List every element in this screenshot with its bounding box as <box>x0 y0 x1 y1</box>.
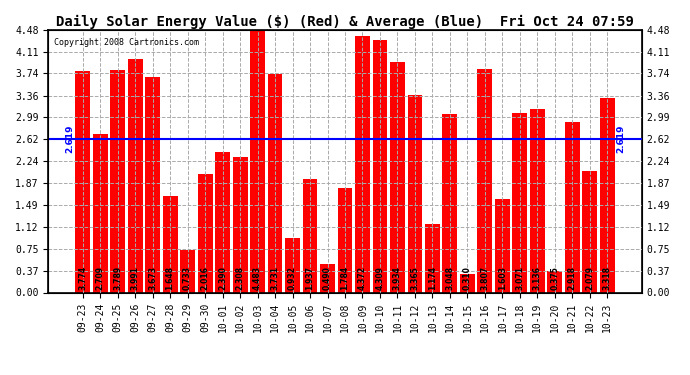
Text: Copyright 2008 Cartronics.com: Copyright 2008 Cartronics.com <box>55 38 199 47</box>
Text: 4.483: 4.483 <box>253 266 262 290</box>
Bar <box>600 98 615 292</box>
Text: 2.619: 2.619 <box>65 125 74 153</box>
Text: 2.390: 2.390 <box>218 266 227 290</box>
Text: 2.308: 2.308 <box>235 266 244 290</box>
Bar <box>233 157 248 292</box>
Bar <box>128 58 143 292</box>
Bar <box>75 71 90 292</box>
Text: 3.071: 3.071 <box>515 266 524 290</box>
Bar <box>268 74 282 292</box>
Bar <box>320 264 335 292</box>
Bar <box>460 274 475 292</box>
Bar <box>337 188 353 292</box>
Bar <box>163 196 177 292</box>
Text: 0.490: 0.490 <box>323 266 332 290</box>
Bar <box>513 112 527 292</box>
Bar <box>495 199 510 292</box>
Text: 0.932: 0.932 <box>288 266 297 290</box>
Bar <box>442 114 457 292</box>
Text: 3.991: 3.991 <box>130 266 139 290</box>
Text: 3.789: 3.789 <box>113 266 122 290</box>
Bar <box>373 40 387 292</box>
Text: 2.016: 2.016 <box>201 266 210 290</box>
Text: 3.136: 3.136 <box>533 266 542 290</box>
Text: 3.048: 3.048 <box>446 266 455 290</box>
Bar <box>408 95 422 292</box>
Bar <box>110 70 125 292</box>
Bar <box>477 69 493 292</box>
Bar <box>530 109 545 292</box>
Text: 0.310: 0.310 <box>463 266 472 290</box>
Bar <box>565 122 580 292</box>
Text: 3.807: 3.807 <box>480 266 489 290</box>
Text: 3.774: 3.774 <box>78 266 87 290</box>
Text: 4.309: 4.309 <box>375 266 384 290</box>
Text: 1.174: 1.174 <box>428 266 437 290</box>
Bar <box>547 270 562 292</box>
Text: 1.648: 1.648 <box>166 266 175 290</box>
Text: 0.733: 0.733 <box>183 266 192 290</box>
Text: 2.079: 2.079 <box>585 266 594 290</box>
Bar <box>197 174 213 292</box>
Text: 4.372: 4.372 <box>358 266 367 290</box>
Bar <box>250 30 265 292</box>
Bar <box>145 77 160 292</box>
Bar <box>355 36 370 292</box>
Bar <box>92 134 108 292</box>
Bar <box>390 62 405 292</box>
Text: 2.918: 2.918 <box>568 266 577 290</box>
Text: 1.937: 1.937 <box>306 266 315 290</box>
Text: 3.365: 3.365 <box>411 266 420 290</box>
Text: 3.318: 3.318 <box>603 266 612 290</box>
Bar <box>425 224 440 292</box>
Bar <box>582 171 598 292</box>
Text: 1.784: 1.784 <box>340 266 350 290</box>
Bar <box>303 179 317 292</box>
Bar <box>180 249 195 292</box>
Text: 1.603: 1.603 <box>498 266 507 290</box>
Title: Daily Solar Energy Value ($) (Red) & Average (Blue)  Fri Oct 24 07:59: Daily Solar Energy Value ($) (Red) & Ave… <box>56 15 634 29</box>
Text: 2.709: 2.709 <box>96 266 105 290</box>
Text: 3.731: 3.731 <box>270 266 279 290</box>
Text: 3.673: 3.673 <box>148 266 157 290</box>
Text: 2.619: 2.619 <box>616 125 625 153</box>
Bar <box>285 238 300 292</box>
Bar <box>215 153 230 292</box>
Text: 0.375: 0.375 <box>551 266 560 290</box>
Text: 3.934: 3.934 <box>393 266 402 290</box>
